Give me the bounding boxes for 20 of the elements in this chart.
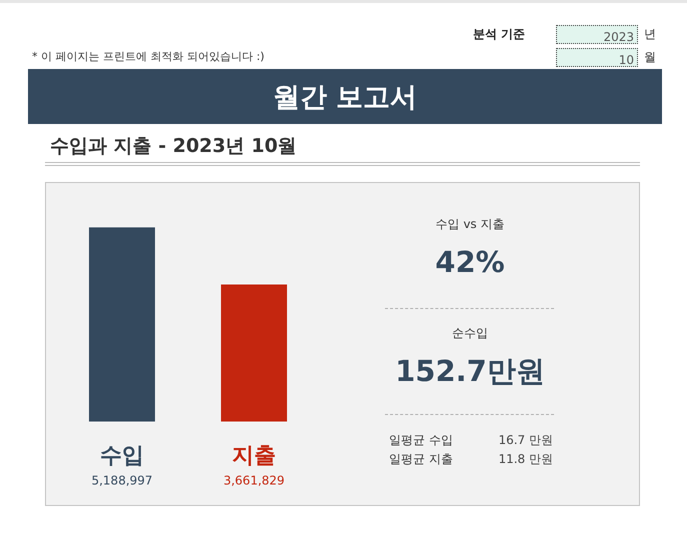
text: 일평균 지출 bbox=[389, 451, 453, 468]
data-label: 5,188,997 bbox=[91, 474, 153, 488]
data-label: 3,661,829 bbox=[223, 474, 285, 488]
chart-title: 월간 보고서 bbox=[272, 80, 418, 114]
text: 분석 기준 bbox=[473, 26, 526, 42]
text: 순수입 bbox=[451, 325, 489, 342]
text: 152.7만원 bbox=[394, 353, 546, 390]
text: 년 bbox=[644, 26, 656, 42]
chart-subtitle: 수입과 지출 - 2023년 10월 bbox=[50, 134, 297, 159]
text: 16.7 만원 bbox=[498, 432, 553, 449]
text: 월 bbox=[644, 49, 656, 65]
input-field: 10 bbox=[556, 48, 638, 67]
text: 42% bbox=[434, 244, 506, 281]
x-tick-label: 지출 bbox=[232, 444, 276, 469]
text: * 이 페이지는 프린트에 최적화 되어있습니다 :) bbox=[32, 49, 264, 65]
x-tick-label: 수입 bbox=[100, 444, 144, 469]
text: 수입 vs 지출 bbox=[434, 216, 506, 233]
text: 11.8 만원 bbox=[498, 451, 553, 468]
text: 일평균 수입 bbox=[389, 432, 453, 449]
input-field: 2023 bbox=[556, 25, 638, 44]
